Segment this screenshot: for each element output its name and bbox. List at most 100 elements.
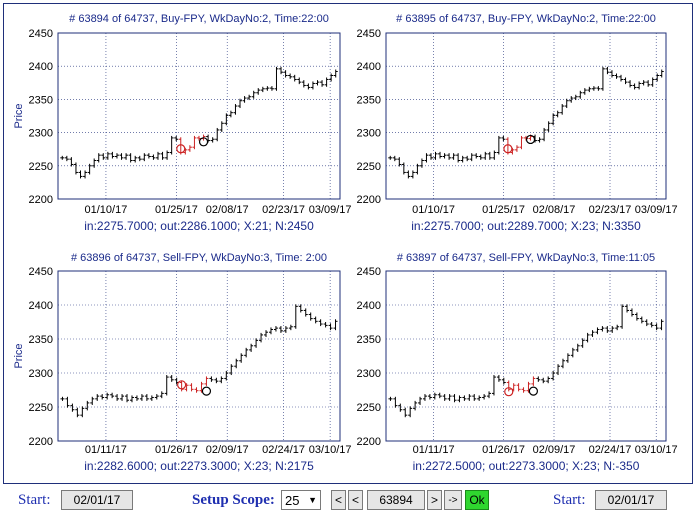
ohlc-bar <box>637 81 642 90</box>
ohlc-bar <box>410 170 415 179</box>
ohlc-bar <box>451 153 456 160</box>
ohlc-bar <box>587 86 592 93</box>
ok-button[interactable]: Ok <box>465 490 489 510</box>
ohlc-bar <box>100 394 105 400</box>
ohlc-bar <box>477 395 482 401</box>
ohlc-bar <box>169 135 174 155</box>
y-tick-label: 2350 <box>357 94 381 106</box>
chevron-down-icon: ▼ <box>308 495 317 505</box>
ohlc-bar <box>64 155 69 162</box>
y-tick-label: 2450 <box>29 28 53 40</box>
ohlc-bar <box>438 151 443 159</box>
ohlc-bar <box>585 332 590 343</box>
ohlc-bar <box>139 394 144 401</box>
y-tick-label: 2250 <box>29 402 53 414</box>
prev-record-button[interactable]: < <box>348 490 363 510</box>
chart-title: # 63895 of 64737, Buy-FPY, WkDayNo:2, Ti… <box>396 13 656 25</box>
ohlc-bar <box>160 151 165 160</box>
ohlc-bar <box>514 145 519 152</box>
start-left-date-button[interactable]: 02/01/17 <box>61 490 133 510</box>
chart-title: # 63894 of 64737, Buy-FPY, WkDayNo:2, Ti… <box>69 13 329 25</box>
ohlc-bar <box>238 98 243 109</box>
ohlc-bar <box>320 80 325 87</box>
ohlc-bar <box>590 330 595 337</box>
ohlc-bar <box>256 88 261 95</box>
ohlc-bar <box>333 319 338 331</box>
record-number-field[interactable]: 63894 <box>367 490 425 510</box>
plot-area <box>57 32 341 200</box>
y-tick-label: 2400 <box>357 300 381 312</box>
ohlc-bar <box>482 394 487 400</box>
x-tick-label: 02/09/17 <box>533 444 576 456</box>
ohlc-bar <box>483 151 488 160</box>
ohlc-bar <box>210 137 215 143</box>
ohlc-bar <box>204 376 209 386</box>
ohlc-bar <box>283 326 288 333</box>
ohlc-bar <box>531 376 536 386</box>
y-tick-label: 2450 <box>357 28 381 40</box>
first-record-button[interactable]: < <box>331 490 346 510</box>
trade-summary: in:2275.7000; out:2289.7000; X:23; N:335… <box>411 219 641 233</box>
x-tick-label: 01/25/17 <box>155 204 198 216</box>
ohlc-bar <box>424 153 429 163</box>
ohlc-bar <box>114 153 119 159</box>
ohlc-bar <box>242 96 247 103</box>
ohlc-bar <box>659 319 664 331</box>
ohlc-bar <box>419 158 424 168</box>
ohlc-bar <box>269 86 274 91</box>
x-tick-label: 01/25/17 <box>482 204 525 216</box>
ohlc-bar <box>596 86 601 91</box>
ohlc-bar <box>487 391 492 399</box>
ohlc-bar <box>260 86 265 93</box>
setup-scope-select[interactable]: 25 ▼ <box>281 490 321 510</box>
ohlc-bar <box>303 308 308 317</box>
ohlc-bar <box>155 151 160 160</box>
ohlc-bar <box>224 113 229 126</box>
y-tick-label: 2250 <box>357 402 381 414</box>
ohlc-bar <box>87 163 92 175</box>
ohlc-bar <box>565 353 570 363</box>
y-tick-label: 2250 <box>29 161 53 173</box>
ohlc-bar <box>575 343 580 352</box>
ohlc-bar <box>619 74 624 82</box>
ohlc-bar <box>644 319 649 327</box>
ohlc-bar <box>60 396 65 401</box>
ohlc-bar <box>600 326 605 332</box>
y-tick-label: 2300 <box>357 128 381 140</box>
trade-summary: in:2275.7000; out:2286.1000; X:21; N:245… <box>84 219 314 233</box>
last-record-button[interactable]: -> <box>444 490 462 510</box>
x-tick-label: 02/08/17 <box>533 204 576 216</box>
x-tick-label: 03/09/17 <box>309 204 352 216</box>
ohlc-bar <box>629 308 634 317</box>
ohlc-bar <box>92 158 97 168</box>
ohlc-bar <box>492 150 497 160</box>
ohlc-bar <box>120 394 125 401</box>
ohlc-bar <box>625 304 630 313</box>
plot-area <box>385 270 667 442</box>
ohlc-bar <box>569 96 574 103</box>
ohlc-bar <box>487 151 492 160</box>
ohlc-bar <box>169 375 174 382</box>
ohlc-bar <box>582 88 587 95</box>
entry-marker <box>504 387 514 397</box>
ohlc-bar <box>73 162 78 175</box>
x-tick-label: 02/23/17 <box>589 204 632 216</box>
ohlc-bar <box>655 73 660 82</box>
ohlc-bar <box>620 304 625 329</box>
y-tick-label: 2250 <box>357 161 381 173</box>
ohlc-bar <box>129 395 134 403</box>
ohlc-bar <box>472 394 477 401</box>
start-right-date-button[interactable]: 02/01/17 <box>595 490 667 510</box>
ohlc-bar <box>69 157 74 167</box>
ohlc-bar <box>308 312 313 321</box>
ohlc-bar <box>115 394 120 401</box>
y-tick-label: 2400 <box>29 300 53 312</box>
ohlc-bar <box>432 392 437 400</box>
ohlc-bar <box>388 396 393 401</box>
next-record-button[interactable]: > <box>427 490 442 510</box>
ohlc-bar <box>442 394 447 401</box>
x-tick-label: 02/23/17 <box>262 204 305 216</box>
ohlc-bar <box>447 394 452 401</box>
ohlc-bar <box>392 155 397 162</box>
ohlc-bar <box>614 73 619 79</box>
